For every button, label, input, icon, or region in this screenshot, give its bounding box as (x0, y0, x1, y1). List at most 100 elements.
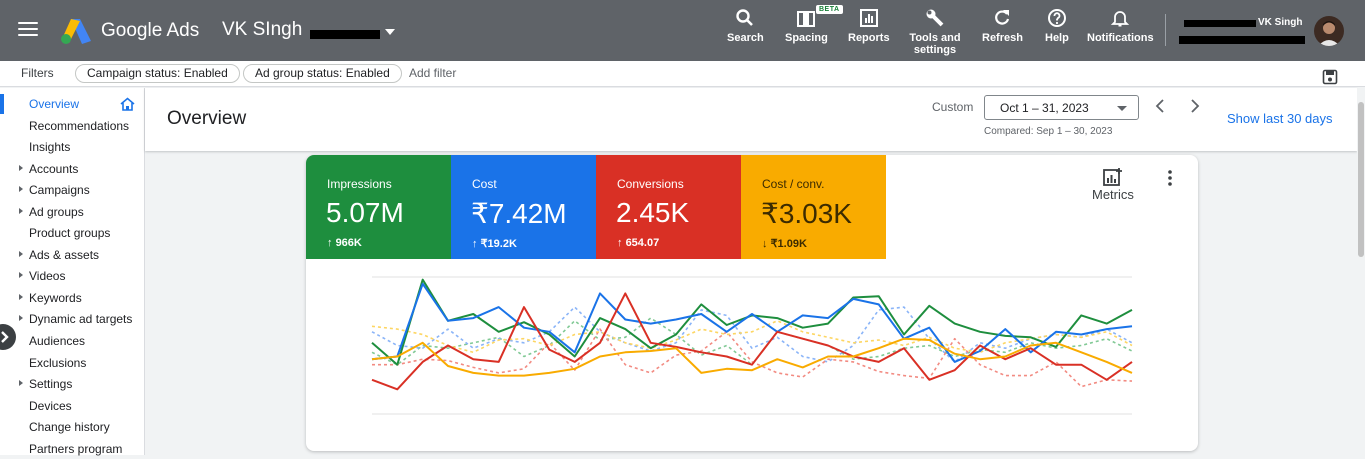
save-icon[interactable] (1322, 69, 1338, 85)
series-line-5 (371, 306, 1133, 363)
filter-chip-ad-group-status[interactable]: Ad group status: Enabled (243, 64, 402, 83)
scorecard-name: Conversions (617, 177, 684, 191)
expand-arrow-icon (19, 251, 23, 257)
expand-arrow-icon (19, 315, 23, 321)
expand-sidebar-button[interactable] (0, 324, 16, 350)
scorecard-delta: ↑ 966K (327, 237, 362, 249)
scrollbar-thumb[interactable] (1358, 102, 1364, 257)
search-button[interactable]: Search (727, 8, 764, 44)
scorecard-cost[interactable]: Cost ₹7.42M ↑ ₹19.2K (451, 155, 596, 259)
scorecard-delta: ↑ ₹19.2K (472, 237, 517, 250)
sidebar-item-label: Overview (29, 97, 80, 111)
search-label: Search (727, 32, 764, 44)
sidebar-item-overview[interactable]: Overview (0, 94, 145, 114)
menu-icon[interactable] (18, 22, 38, 38)
redaction-bar (1179, 36, 1305, 44)
tools-settings-button[interactable]: Tools and settings (906, 8, 964, 56)
series-line-3 (371, 337, 1133, 377)
arrow-up-icon: ↑ (617, 237, 626, 249)
sidebar-item-recommendations[interactable]: Recommendations (0, 116, 145, 136)
previous-period-icon[interactable] (1153, 98, 1169, 114)
scorecard-cost-per-conversion[interactable]: Cost / conv. ₹3.03K ↓ ₹1.09K (741, 155, 886, 259)
sidebar-item-label: Change history (29, 420, 110, 434)
sidebar-item-exclusions[interactable]: Exclusions (0, 353, 145, 373)
sidebar-item-campaigns[interactable]: Campaigns (0, 180, 145, 200)
date-range-label: Custom (932, 100, 974, 114)
account-dropdown-icon[interactable] (385, 29, 395, 35)
active-indicator (0, 94, 4, 114)
sidebar-item-insights[interactable]: Insights (0, 137, 145, 157)
sidebar-item-change-history[interactable]: Change history (0, 417, 145, 437)
scrollbar[interactable] (1357, 88, 1365, 455)
sidebar-item-label: Product groups (29, 226, 111, 240)
scorecard-name: Impressions (327, 177, 392, 191)
sidebar-item-partners-program[interactable]: Partners program (0, 439, 145, 459)
reports-label: Reports (848, 32, 890, 44)
filter-bar: Filters Campaign status: Enabled Ad grou… (0, 61, 1365, 87)
wrench-icon (926, 9, 944, 27)
scorecard-name: Cost / conv. (762, 177, 825, 191)
sidebar-item-settings[interactable]: Settings (0, 374, 145, 394)
chevron-right-icon (1, 331, 9, 343)
account-name[interactable]: VK SIngh (222, 19, 303, 40)
scorecard-conversions[interactable]: Conversions 2.45K ↑ 654.07 (596, 155, 741, 259)
search-icon (736, 9, 754, 26)
notifications-button[interactable]: Notifications (1087, 8, 1154, 44)
top-app-bar: Google Ads VK SIngh Search Spacing BETA … (0, 0, 1365, 61)
help-icon (1047, 9, 1066, 27)
next-period-icon[interactable] (1186, 98, 1202, 114)
tools-settings-label: Tools and settings (909, 32, 961, 56)
show-last-30-days-link[interactable]: Show last 30 days (1227, 111, 1333, 126)
arrow-up-icon: ↑ (327, 237, 336, 249)
sidebar-item-label: Exclusions (29, 356, 87, 370)
sidebar-item-label: Campaigns (29, 183, 90, 197)
toolbar-divider (1165, 14, 1166, 46)
help-button[interactable]: Help (1045, 8, 1069, 44)
scorecard-value: 5.07M (326, 197, 404, 228)
refresh-icon (995, 10, 1010, 25)
home-icon[interactable] (120, 97, 135, 111)
spacing-button[interactable]: Spacing (785, 8, 828, 44)
product-name: Google Ads (101, 20, 200, 41)
spacing-icon (797, 11, 816, 27)
sidebar-item-dynamic-ad-targets[interactable]: Dynamic ad targets (0, 309, 145, 329)
scorecard-delta: ↑ 654.07 (617, 237, 659, 249)
delta-value: ₹19.2K (480, 238, 517, 250)
chevron-down-icon (1117, 106, 1127, 111)
sidebar-item-audiences[interactable]: Audiences (0, 331, 145, 351)
sidebar-item-accounts[interactable]: Accounts (0, 159, 145, 179)
sidebar-item-devices[interactable]: Devices (0, 396, 145, 416)
scorecard-impressions[interactable]: Impressions 5.07M ↑ 966K (306, 155, 451, 259)
sidebar-item-videos[interactable]: Videos (0, 266, 145, 286)
filter-chip-campaign-status[interactable]: Campaign status: Enabled (75, 64, 240, 83)
sidebar-item-label: Recommendations (29, 119, 130, 133)
page-title: Overview (167, 108, 247, 129)
notifications-label: Notifications (1087, 32, 1154, 44)
sidebar-item-keywords[interactable]: Keywords (0, 288, 145, 308)
sidebar: Overview Recommendations Insights Accoun… (0, 88, 145, 456)
refresh-label: Refresh (982, 32, 1023, 44)
sidebar-item-ad-groups[interactable]: Ad groups (0, 202, 145, 222)
date-range-select[interactable]: Oct 1 – 31, 2023 (984, 95, 1139, 120)
add-filter-button[interactable]: Add filter (409, 66, 457, 80)
expand-arrow-icon (19, 186, 23, 192)
user-name[interactable]: VK Singh (1258, 17, 1303, 28)
delta-value: 654.07 (625, 237, 660, 249)
expand-arrow-icon (19, 294, 23, 300)
reports-button[interactable]: Reports (848, 8, 890, 44)
sidebar-item-product-groups[interactable]: Product groups (0, 223, 145, 243)
arrow-down-icon: ↓ (762, 238, 771, 250)
metrics-button[interactable]: Metrics (1092, 167, 1134, 202)
sidebar-item-label: Videos (29, 269, 66, 283)
sidebar-item-ads-assets[interactable]: Ads & assets (0, 245, 145, 265)
series-line-7 (371, 319, 1133, 354)
bell-icon (1111, 11, 1130, 27)
refresh-button[interactable]: Refresh (982, 8, 1023, 44)
date-range-value: Oct 1 – 31, 2023 (1000, 101, 1089, 115)
scorecard-delta: ↓ ₹1.09K (762, 237, 807, 250)
more-vert-icon[interactable] (1162, 169, 1178, 187)
scorecard-value: 2.45K (616, 197, 690, 228)
filters-label: Filters (21, 66, 54, 80)
avatar[interactable] (1314, 16, 1344, 46)
sidebar-item-label: Ad groups (29, 205, 84, 219)
